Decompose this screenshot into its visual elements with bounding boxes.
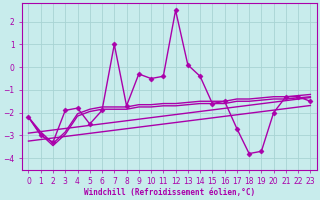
X-axis label: Windchill (Refroidissement éolien,°C): Windchill (Refroidissement éolien,°C) <box>84 188 255 197</box>
